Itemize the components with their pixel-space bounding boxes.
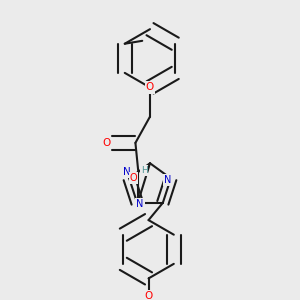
Text: N: N bbox=[164, 175, 172, 185]
Text: O: O bbox=[130, 173, 137, 183]
Text: O: O bbox=[144, 291, 153, 300]
Text: O: O bbox=[102, 138, 110, 148]
Text: H: H bbox=[141, 166, 148, 175]
Text: N: N bbox=[136, 199, 144, 209]
Text: O: O bbox=[146, 82, 154, 92]
Text: N: N bbox=[123, 167, 130, 177]
